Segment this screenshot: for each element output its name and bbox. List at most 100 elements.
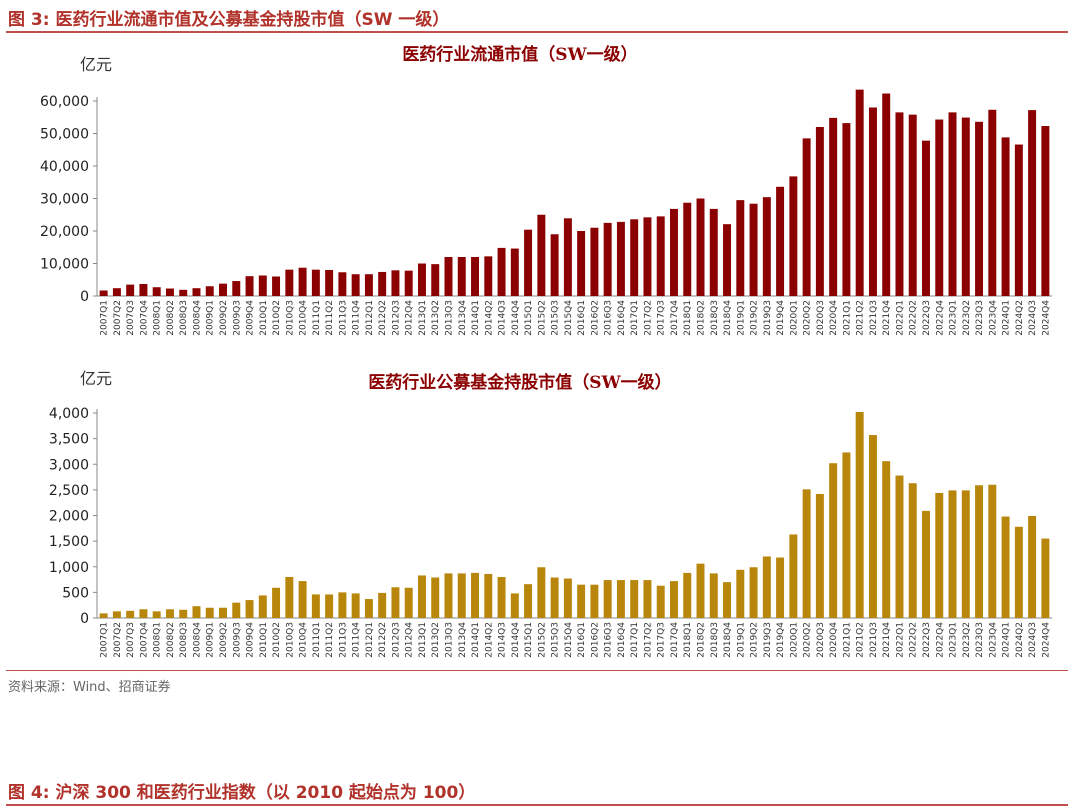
bar (802, 138, 811, 297)
x-tick-label: 2013Q3 (444, 622, 454, 658)
x-tick-label: 2014Q4 (511, 300, 521, 336)
figure-4-title: 图 4: 沪深 300 和医药行业指数（以 2010 起始点为 100） (8, 783, 476, 803)
bar (232, 281, 241, 296)
bar (417, 263, 426, 296)
x-tick-label: 2014Q2 (484, 300, 494, 336)
x-tick-label: 2020Q4 (829, 622, 839, 658)
bar (165, 288, 174, 296)
x-tick-label: 2021Q3 (869, 622, 879, 658)
bar (378, 592, 387, 618)
bar (232, 602, 241, 619)
bar (789, 534, 798, 618)
x-tick-label: 2023Q2 (962, 300, 972, 336)
x-tick-label: 2009Q1 (206, 300, 216, 336)
x-tick-label: 2012Q2 (378, 622, 388, 658)
bar (749, 203, 758, 296)
bar (935, 492, 944, 618)
bar (829, 117, 838, 297)
x-tick-label: 2015Q2 (537, 300, 547, 336)
bar (1014, 526, 1023, 618)
bar (908, 114, 917, 297)
x-tick-label: 2022Q1 (895, 300, 905, 336)
x-tick-label: 2010Q3 (285, 622, 295, 658)
bar (404, 587, 413, 618)
bar (325, 270, 334, 296)
x-tick-label: 2008Q1 (153, 622, 163, 658)
y-tick-label: 500 (62, 585, 89, 601)
x-tick-label: 2016Q2 (590, 300, 600, 336)
x-tick-label: 2022Q2 (909, 300, 919, 336)
bar (882, 93, 891, 296)
bar (338, 592, 347, 619)
x-tick-label: 2011Q1 (312, 300, 322, 336)
x-tick-label: 2023Q4 (988, 622, 998, 658)
bar (139, 283, 148, 296)
bar (537, 214, 546, 296)
x-tick-label: 2012Q2 (378, 300, 388, 336)
x-tick-label: 2024Q2 (1015, 622, 1025, 658)
bar (630, 219, 639, 296)
bar (431, 264, 440, 296)
bar (802, 489, 811, 618)
bar (723, 224, 732, 296)
bar (948, 490, 957, 618)
bar (391, 270, 400, 296)
x-tick-label: 2016Q4 (617, 622, 627, 658)
bar (868, 107, 877, 296)
bar (245, 276, 254, 296)
bar (311, 594, 320, 618)
x-tick-label: 2021Q3 (869, 300, 879, 336)
x-tick-label: 2009Q2 (219, 300, 229, 336)
bar (855, 89, 864, 297)
x-tick-label: 2015Q4 (564, 300, 574, 336)
bar (99, 613, 108, 618)
bar (643, 217, 652, 296)
bar (696, 563, 705, 618)
bar (1014, 144, 1023, 296)
x-tick-label: 2023Q4 (988, 300, 998, 336)
x-tick-label: 2022Q2 (909, 622, 919, 658)
chart-float-cap: 医药行业流通市值（SW一级） 亿元 0 10,000 20,000 30,000 40,00… (40, 44, 1052, 336)
bar (417, 575, 426, 618)
x-tick-label: 2019Q1 (736, 300, 746, 336)
bar (325, 594, 334, 618)
bar (961, 117, 970, 296)
x-tick-label: 2024Q3 (1028, 300, 1038, 336)
bar (563, 578, 572, 618)
bar (762, 556, 771, 618)
bar (948, 112, 957, 297)
bar (510, 248, 519, 296)
x-tick-label: 2021Q1 (842, 300, 852, 336)
bar (351, 274, 360, 296)
x-tick-label: 2019Q2 (750, 622, 760, 658)
bar (484, 256, 493, 296)
bar (205, 607, 214, 618)
bar (550, 577, 559, 618)
bar (736, 569, 745, 618)
bar (391, 587, 400, 618)
bar (298, 581, 307, 618)
x-tick-label: 2009Q4 (246, 300, 256, 336)
bar (1001, 516, 1010, 618)
bar (112, 611, 121, 618)
x-tick-label: 2014Q3 (498, 300, 508, 336)
bar (935, 119, 944, 296)
bar (258, 275, 267, 296)
x-tick-label: 2018Q3 (710, 622, 720, 658)
x-tick-label: 2024Q2 (1015, 300, 1025, 336)
x-tick-label: 2010Q3 (285, 300, 295, 336)
bar (484, 573, 493, 618)
bar (829, 463, 838, 618)
bar (683, 572, 692, 618)
x-tick-label: 2008Q2 (166, 622, 176, 658)
x-tick-label: 2010Q4 (299, 622, 309, 658)
bar (603, 222, 612, 297)
y-tick-label: 0 (80, 611, 89, 627)
bar (338, 272, 347, 296)
bar (868, 435, 877, 618)
bar (656, 585, 665, 618)
x-tick-label: 2022Q4 (935, 300, 945, 336)
bar (139, 609, 148, 618)
x-tick-label: 2014Q1 (471, 622, 481, 658)
bar (205, 286, 214, 296)
